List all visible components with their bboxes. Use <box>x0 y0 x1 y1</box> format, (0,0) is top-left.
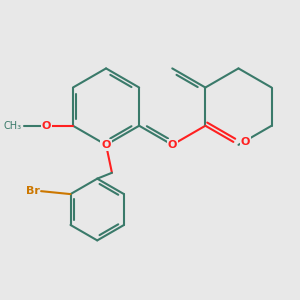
Text: O: O <box>241 137 250 147</box>
Text: O: O <box>168 140 177 150</box>
Text: O: O <box>101 140 111 150</box>
Text: CH₃: CH₃ <box>3 121 22 131</box>
Text: O: O <box>42 121 51 131</box>
Text: Br: Br <box>26 186 40 196</box>
